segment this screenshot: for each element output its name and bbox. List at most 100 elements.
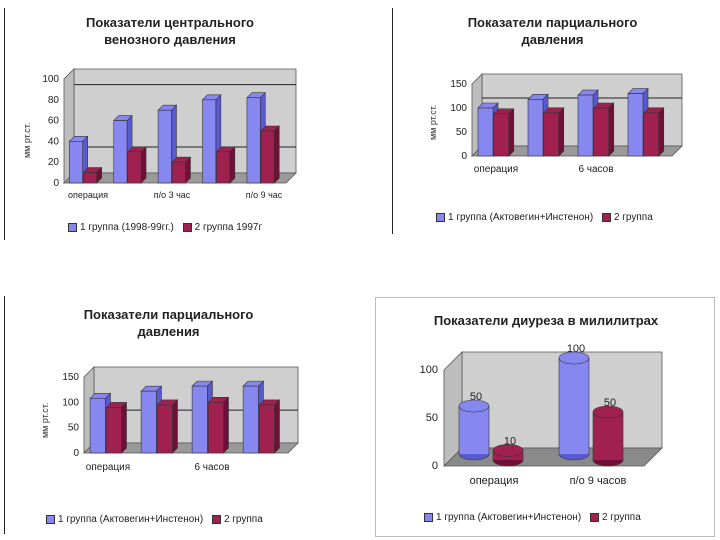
chart-partial-bottom-ytick-50: 50 bbox=[68, 423, 80, 434]
chart-diuresis-bar-s2-1-top bbox=[492, 444, 524, 457]
chart-diuresis-bar-s2-2-top bbox=[592, 405, 624, 419]
chart-partial-bottom-bar-s2-1-side bbox=[121, 401, 127, 454]
chart-diuresis-legend-label-2: 2 группа bbox=[601, 512, 641, 523]
separator-line-middle bbox=[392, 8, 393, 234]
chart-partial-top-bar-s1-2 bbox=[527, 99, 544, 157]
chart-diuresis-ytick-0: 0 bbox=[432, 460, 438, 472]
separator-line-lower-left bbox=[4, 296, 5, 534]
chart-partial-top-ytick-50: 50 bbox=[456, 127, 468, 138]
chart-diuresis-xtick-2: п/о 9 часов bbox=[570, 475, 627, 487]
chart-cvp-ytick-100: 100 bbox=[42, 74, 59, 85]
chart-partial-bottom-panel: Показатели парциального давления мм рт.с… bbox=[0, 290, 390, 540]
chart-partial-bottom-plot: 0 50 100 150 операция 6 часов bbox=[62, 366, 299, 473]
chart-diuresis-xtick-1: операция bbox=[470, 475, 519, 487]
chart-partial-top-bar-s2-4 bbox=[643, 112, 660, 157]
chart-partial-top-legend-label-2: 2 группа bbox=[613, 212, 653, 223]
chart-cvp-panel: Показатели центрального венозного давлен… bbox=[0, 0, 390, 250]
chart-diuresis-bar-s1-2-top bbox=[558, 351, 590, 365]
separator-line-left bbox=[4, 8, 5, 240]
chart-partial-bottom-xtick-2: 6 часов bbox=[194, 462, 229, 473]
chart-partial-top-bar-s2-1 bbox=[493, 113, 510, 157]
chart-cvp-legend: 1 группа (1998-99гг.) 2 группа 1997г bbox=[68, 222, 268, 233]
chart-cvp-legend-item-1: 1 группа (1998-99гг.) bbox=[68, 222, 174, 233]
chart-cvp-bar-s1-2 bbox=[113, 120, 128, 184]
chart-partial-top-bar-s2-2 bbox=[543, 112, 560, 157]
chart-partial-top-bar-s2-2-side bbox=[558, 107, 565, 157]
chart-partial-top-xtick-1: операция bbox=[474, 164, 518, 175]
chart-cvp-ytick-0: 0 bbox=[53, 178, 59, 189]
chart-diuresis-bar-s1-1 bbox=[459, 406, 489, 454]
chart-partial-bottom-bar-s2-4-side bbox=[274, 399, 280, 454]
chart-diuresis-data-label-s2-1: 10 bbox=[504, 435, 516, 447]
chart-partial-bottom-bar-s2-2-side bbox=[172, 399, 178, 454]
chart-cvp-ytick-60: 60 bbox=[48, 116, 60, 127]
chart-diuresis-ytick-100: 100 bbox=[420, 364, 438, 376]
chart-partial-bottom-legend: 1 группа (Актовегин+Инстенон) 2 группа bbox=[46, 514, 269, 525]
chart-partial-top-ytick-0: 0 bbox=[461, 151, 467, 162]
chart-partial-top-bar-s2-3 bbox=[593, 107, 610, 157]
chart-partial-top-legend: 1 группа (Актовегин+Инстенон) 2 группа bbox=[436, 212, 659, 223]
chart-partial-top-panel: Показатели парциального давления мм рт.с… bbox=[0, 0, 720, 250]
chart-cvp-bar-s2-5 bbox=[260, 130, 275, 184]
chart-partial-bottom-bar-s1-1 bbox=[89, 397, 106, 454]
chart-partial-top-bar-s2-3-side bbox=[608, 102, 615, 157]
chart-partial-bottom-bar-s2-2 bbox=[156, 404, 173, 454]
chart-partial-bottom-bar-s1-2 bbox=[140, 390, 157, 454]
chart-cvp-legend-label-1: 1 группа (1998-99гг.) bbox=[80, 222, 174, 233]
chart-cvp-bar-s2-1 bbox=[83, 172, 97, 184]
chart-cvp-plot: 0 20 40 60 80 100 операция п/о 3 час п/о 9 час bbox=[42, 68, 297, 200]
chart-partial-bottom-legend-label-1: 1 группа (Актовегин+Инстенон) bbox=[58, 514, 204, 525]
chart-cvp-xtick-1: операция bbox=[68, 190, 108, 200]
chart-partial-top-legend-item-1: 1 группа (Актовегин+Инстенон) bbox=[436, 212, 593, 223]
chart-diuresis-title: Показатели диуреза в милилитрах bbox=[433, 313, 659, 328]
chart-partial-top-bar-s1-1 bbox=[477, 107, 494, 157]
chart-partial-bottom-bar-s2-1 bbox=[105, 407, 122, 454]
chart-cvp-ytick-80: 80 bbox=[48, 95, 60, 106]
chart-partial-bottom-ytick-100: 100 bbox=[62, 397, 79, 408]
chart-cvp-bar-s2-4 bbox=[216, 151, 231, 184]
chart-partial-bottom-legend-item-1: 1 группа (Актовегин+Инстенон) bbox=[46, 514, 203, 525]
chart-diuresis-bar-s2-2 bbox=[593, 412, 623, 460]
chart-diuresis-bar-s1-1-top bbox=[458, 399, 490, 413]
legend-swatch-series1 bbox=[436, 212, 445, 222]
chart-cvp-xtick-3: п/о 9 час bbox=[246, 190, 283, 200]
chart-partial-top-ytick-100: 100 bbox=[450, 103, 467, 114]
chart-diuresis-legend: 1 группа (Актовегин+Инстенон) 2 группа bbox=[424, 512, 647, 523]
chart-partial-bottom-bar-s1-3 bbox=[191, 385, 208, 454]
chart-partial-bottom-bar-s2-3 bbox=[207, 402, 224, 454]
chart-cvp-bar-s1-1 bbox=[69, 141, 83, 184]
chart-partial-top-ytick-150: 150 bbox=[450, 79, 467, 90]
chart-diuresis-data-label-s1-2: 100 bbox=[567, 343, 585, 355]
chart-diuresis-frame: Показатели диуреза в милилитрах 0 50 100 50… bbox=[375, 297, 715, 537]
chart-partial-bottom-title: Показатели парциального давления bbox=[83, 307, 254, 339]
chart-cvp-xtick-2: п/о 3 час bbox=[154, 190, 191, 200]
chart-partial-top-legend-item-2: 2 группа bbox=[601, 212, 653, 223]
chart-diuresis-legend-item-2: 2 группа bbox=[589, 512, 641, 523]
chart-cvp-legend-item-2: 2 группа 1997г bbox=[182, 222, 262, 233]
legend-swatch-series2 bbox=[589, 512, 599, 522]
legend-swatch-series2 bbox=[601, 212, 611, 222]
chart-partial-top-bar-s2-1-side bbox=[508, 108, 515, 157]
chart-diuresis-legend-item-1: 1 группа (Актовегин+Инстенон) bbox=[424, 512, 581, 523]
chart-cvp-bar-s2-2 bbox=[127, 151, 142, 184]
chart-cvp-ytick-20: 20 bbox=[48, 157, 60, 168]
chart-diuresis-ytick-50: 50 bbox=[426, 412, 438, 424]
chart-partial-bottom-bar-s1-4 bbox=[242, 385, 259, 454]
chart-partial-top-bar-s1-3 bbox=[577, 94, 594, 157]
chart-partial-bottom-xtick-1: операция bbox=[86, 462, 130, 473]
legend-swatch-series1 bbox=[424, 512, 433, 522]
chart-partial-bottom-legend-item-2: 2 группа bbox=[211, 514, 263, 525]
legend-swatch-series2 bbox=[211, 514, 221, 524]
chart-cvp-ytick-40: 40 bbox=[48, 136, 60, 147]
chart-diuresis-legend-label-1: 1 группа (Актовегин+Инстенон) bbox=[436, 512, 582, 523]
chart-diuresis-plot: 0 50 100 50 10 100 50 операция п/о 9 часов bbox=[420, 343, 663, 487]
legend-swatch-series2 bbox=[182, 222, 192, 232]
chart-diuresis-bar-s1-2 bbox=[559, 358, 589, 454]
chart-partial-bottom-ytick-150: 150 bbox=[62, 372, 79, 383]
legend-swatch-series1 bbox=[68, 222, 77, 232]
chart-partial-bottom-bar-s2-4 bbox=[258, 404, 275, 454]
chart-partial-bottom-legend-label-2: 2 группа bbox=[223, 514, 263, 525]
chart-partial-top-plot: 0 50 100 150 операция 6 часов bbox=[450, 73, 683, 175]
chart-partial-top-bar-s1-4 bbox=[627, 93, 644, 157]
chart-partial-bottom-bar-s2-3-side bbox=[223, 396, 229, 454]
